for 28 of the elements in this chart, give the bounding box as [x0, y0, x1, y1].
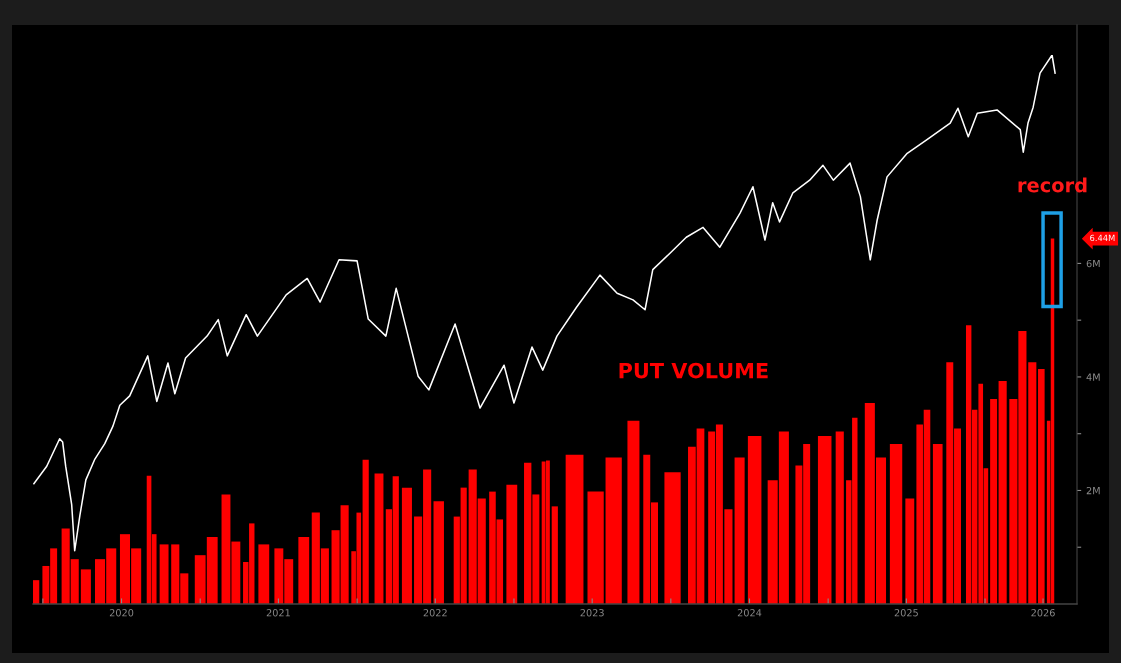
bar: [734, 457, 745, 604]
x-tick-label: 2025: [894, 609, 918, 617]
bar: [998, 380, 1007, 604]
bar: [990, 399, 998, 604]
bar: [159, 544, 169, 604]
bar: [905, 498, 915, 604]
bar: [362, 459, 369, 604]
bar: [401, 487, 412, 604]
y-tick-label: 4M: [1086, 373, 1100, 381]
annotation: record: [1018, 177, 1087, 193]
x-tick-label: 2024: [737, 609, 762, 617]
text: 6.44M: [1090, 234, 1115, 242]
y-tick-label: 6M: [1086, 259, 1100, 268]
x-tick-label: 2020: [109, 609, 134, 617]
bar: [433, 501, 444, 604]
x-tick-label: 2026: [1031, 609, 1055, 617]
bar: [835, 431, 844, 604]
bar: [1028, 362, 1037, 604]
bar: [1038, 368, 1045, 604]
y-tick-label: 2M: [1086, 486, 1100, 495]
x-tick-label: 2022: [423, 609, 447, 617]
bar: [80, 569, 91, 604]
text: PUT VOLUME: [619, 362, 768, 379]
bar: [374, 473, 384, 604]
bar: [551, 506, 558, 604]
bar: [932, 443, 943, 604]
x-tick-label: 2021: [266, 609, 290, 617]
x-tick-label: 2023: [580, 609, 604, 617]
